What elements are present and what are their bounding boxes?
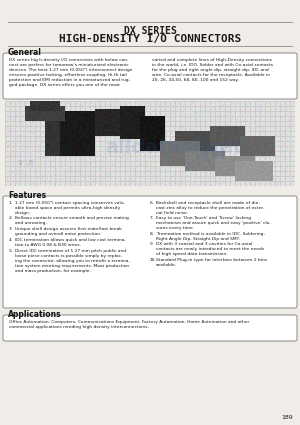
FancyBboxPatch shape — [3, 315, 297, 341]
Text: Office Automation, Computers, Communications Equipment, Factory Automation, Home: Office Automation, Computers, Communicat… — [9, 320, 249, 329]
Text: varied and complete lines of High-Density connections
in the world, i.e. IDO, So: varied and complete lines of High-Densit… — [152, 57, 273, 82]
Text: Features: Features — [8, 191, 46, 200]
Text: HIGH-DENSITY I/O CONNECTORS: HIGH-DENSITY I/O CONNECTORS — [59, 34, 241, 44]
Text: DX SERIES: DX SERIES — [124, 26, 176, 36]
Bar — [5, 101, 295, 186]
Text: Easy to use 'One-Touch' and 'Screw' locking
mechanism and assure quick and easy : Easy to use 'One-Touch' and 'Screw' lock… — [156, 216, 271, 230]
Text: Termination method is available in IDC, Soldering,
Right Angle Dip, Straight Dip: Termination method is available in IDC, … — [156, 232, 265, 241]
Text: Backshell and receptacle shell are made of die-
cast zinc alloy to reduce the pe: Backshell and receptacle shell are made … — [156, 201, 264, 215]
Text: 3.: 3. — [9, 227, 13, 231]
FancyBboxPatch shape — [3, 53, 297, 99]
Text: Standard Plug-in type for interface between 2 bins
available.: Standard Plug-in type for interface betw… — [156, 258, 267, 266]
Text: 1.: 1. — [9, 201, 13, 205]
Text: 2.: 2. — [9, 216, 13, 220]
Text: 189: 189 — [281, 415, 293, 420]
Text: 6.: 6. — [150, 201, 154, 205]
Text: alldatasheet: alldatasheet — [105, 138, 242, 157]
Text: э  л: э л — [18, 158, 33, 167]
Text: 4.: 4. — [9, 238, 13, 242]
Text: 7.: 7. — [150, 216, 154, 220]
Text: DX with 3 coaxial and 3 cavities for Co-axial
contacts are newly introduced to m: DX with 3 coaxial and 3 cavities for Co-… — [156, 242, 264, 256]
Text: 5.: 5. — [9, 249, 13, 253]
FancyBboxPatch shape — [3, 196, 297, 308]
Text: 9.: 9. — [150, 242, 154, 246]
Text: 8.: 8. — [150, 232, 154, 235]
Text: Direct IDC termination of 1.27 mm pitch public and
loose piece contacts is possi: Direct IDC termination of 1.27 mm pitch … — [15, 249, 130, 272]
Text: .ru: .ru — [195, 144, 226, 163]
Text: IDC termination allows quick and low cost termina-
tion to AWG 0.08 & B30 wires.: IDC termination allows quick and low cos… — [15, 238, 126, 247]
Text: 10.: 10. — [150, 258, 157, 262]
Text: General: General — [8, 48, 42, 57]
Text: Bellows contacts ensure smooth and precise mating
and unmating.: Bellows contacts ensure smooth and preci… — [15, 216, 129, 225]
Text: Applications: Applications — [8, 310, 62, 319]
Text: 1.27 mm (0.050") contact spacing conserves valu-
able board space and permits ul: 1.27 mm (0.050") contact spacing conserv… — [15, 201, 125, 215]
Text: DX series hig h-density I/O connectors with below con-
nect are perfect for tomo: DX series hig h-density I/O connectors w… — [9, 57, 133, 87]
Text: Unique shell design assures first mate/last break
grounding and overall noise pr: Unique shell design assures first mate/l… — [15, 227, 122, 236]
